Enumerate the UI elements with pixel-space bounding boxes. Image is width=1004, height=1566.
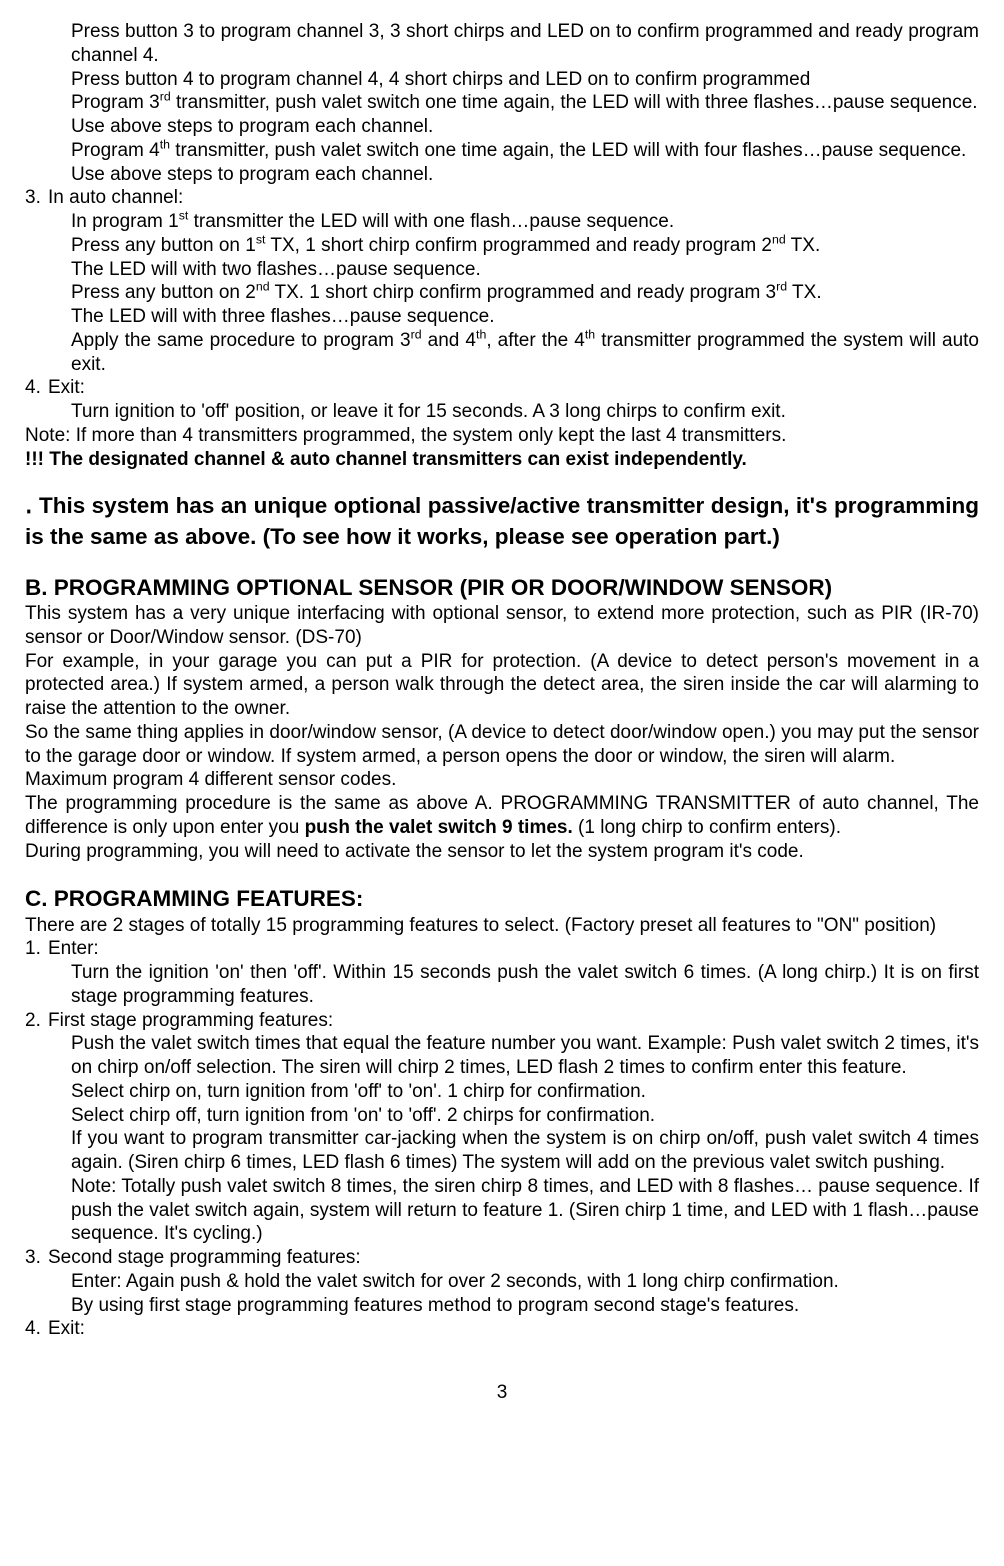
section-c-heading: C. PROGRAMMING FEATURES: (25, 885, 979, 913)
superscript: th (585, 327, 595, 341)
text-line: This system has a very unique interfacin… (25, 602, 979, 650)
text-span: In program 1 (71, 211, 179, 232)
text-line: Use above steps to program each channel. (25, 115, 979, 139)
text-line: Program 4th transmitter, push valet swit… (25, 139, 979, 163)
page-number: 3 (25, 1381, 979, 1405)
text-line: Turn ignition to 'off' position, or leav… (25, 400, 979, 424)
list-number: 4. (25, 1317, 48, 1341)
text-span: Press any button on 2 (71, 282, 256, 303)
superscript: rd (160, 90, 171, 104)
list-item-c3: 3. Second stage programming features: (25, 1246, 979, 1270)
warning-line: !!! The designated channel & auto channe… (25, 448, 979, 472)
text-line: The LED will with two flashes…pause sequ… (25, 258, 979, 282)
text-line: Select chirp on, turn ignition from 'off… (25, 1080, 979, 1104)
text-line: Press any button on 1st TX, 1 short chir… (25, 234, 979, 258)
text-line: Enter: Again push & hold the valet switc… (25, 1270, 979, 1294)
superscript: st (179, 209, 189, 223)
list-number: 3. (25, 1246, 48, 1270)
text-line: Note: Totally push valet switch 8 times,… (25, 1175, 979, 1246)
text-line: Press button 4 to program channel 4, 4 s… (25, 68, 979, 92)
text-span: transmitter, push valet switch one time … (171, 92, 978, 113)
list-number: 1. (25, 937, 48, 961)
bullet-paragraph: ․ This system has an unique optional pas… (25, 491, 979, 552)
text-span: transmitter, push valet switch one time … (170, 140, 966, 161)
superscript: th (160, 137, 170, 151)
list-number: 4. (25, 376, 48, 400)
text-line: Press any button on 2nd TX. 1 short chir… (25, 281, 979, 305)
list-item-4: 4. Exit: (25, 376, 979, 400)
section-b-heading: B. PROGRAMMING OPTIONAL SENSOR (PIR OR D… (25, 574, 979, 602)
text-span: transmitter the LED will with one flash…… (188, 211, 674, 232)
text-span: TX. (786, 235, 821, 256)
superscript: rd (776, 280, 787, 294)
superscript: st (256, 232, 266, 246)
list-label: Second stage programming features: (48, 1246, 979, 1270)
text-span: Press any button on 1 (71, 235, 256, 256)
text-line: During programming, you will need to act… (25, 840, 979, 864)
text-line: Apply the same procedure to program 3rd … (25, 329, 979, 377)
superscript: nd (772, 232, 786, 246)
text-span: and 4 (422, 330, 476, 351)
text-span: Program 3 (71, 92, 160, 113)
list-item-c2: 2. First stage programming features: (25, 1009, 979, 1033)
text-line: So the same thing applies in door/window… (25, 721, 979, 769)
list-item-3: 3. In auto channel: (25, 186, 979, 210)
superscript: rd (411, 327, 422, 341)
text-line: Use above steps to program each channel. (25, 163, 979, 187)
list-label: First stage programming features: (48, 1009, 979, 1033)
list-number: 3. (25, 186, 48, 210)
text-line: There are 2 stages of totally 15 program… (25, 914, 979, 938)
text-line: Press button 3 to program channel 3, 3 s… (25, 20, 979, 68)
bold-span: push the valet switch 9 times. (305, 817, 573, 838)
text-line: Program 3rd transmitter, push valet swit… (25, 91, 979, 115)
text-line: Turn the ignition 'on' then 'off'. Withi… (25, 961, 979, 1009)
text-line: Push the valet switch times that equal t… (25, 1032, 979, 1080)
text-span: TX. (787, 282, 822, 303)
text-line: By using first stage programming feature… (25, 1294, 979, 1318)
superscript: nd (256, 280, 270, 294)
text-span: , after the 4 (486, 330, 585, 351)
text-line: The LED will with three flashes…pause se… (25, 305, 979, 329)
text-span: TX. 1 short chirp confirm programmed and… (270, 282, 777, 303)
list-label: Exit: (48, 376, 979, 400)
text-span: (1 long chirp to confirm enters). (573, 817, 841, 838)
text-line: The programming procedure is the same as… (25, 792, 979, 840)
text-line: If you want to program transmitter car-j… (25, 1127, 979, 1175)
text-span: Program 4 (71, 140, 160, 161)
text-line: Maximum program 4 different sensor codes… (25, 768, 979, 792)
superscript: th (476, 327, 486, 341)
text-span: TX, 1 short chirp confirm programmed and… (265, 235, 772, 256)
list-label: In auto channel: (48, 186, 979, 210)
text-span: Apply the same procedure to program 3 (71, 330, 411, 351)
list-number: 2. (25, 1009, 48, 1033)
list-item-c4: 4. Exit: (25, 1317, 979, 1341)
list-label: Exit: (48, 1317, 979, 1341)
text-line: Select chirp off, turn ignition from 'on… (25, 1104, 979, 1128)
text-line: In program 1st transmitter the LED will … (25, 210, 979, 234)
text-line: For example, in your garage you can put … (25, 650, 979, 721)
list-label: Enter: (48, 937, 979, 961)
list-item-c1: 1. Enter: (25, 937, 979, 961)
note-line: Note: If more than 4 transmitters progra… (25, 424, 979, 448)
